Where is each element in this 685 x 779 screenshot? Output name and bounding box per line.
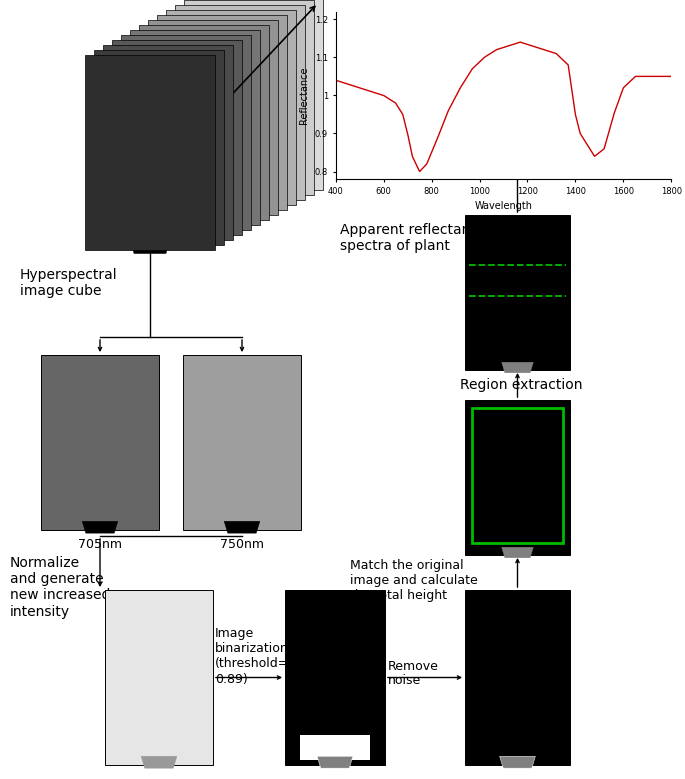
Bar <box>112 40 242 235</box>
Bar <box>183 355 301 530</box>
Bar <box>130 30 260 225</box>
Bar <box>184 0 314 195</box>
Bar <box>41 355 159 530</box>
Text: Apparent reflectance
spectra of plant: Apparent reflectance spectra of plant <box>340 223 486 253</box>
Polygon shape <box>141 756 177 768</box>
Bar <box>148 20 278 215</box>
Text: 705nm: 705nm <box>78 538 122 551</box>
Bar <box>175 5 305 200</box>
Text: 750nm: 750nm <box>220 538 264 551</box>
Bar <box>300 735 370 760</box>
Polygon shape <box>499 756 536 768</box>
Bar <box>157 15 287 210</box>
Bar <box>85 55 215 250</box>
Bar <box>465 400 570 555</box>
Polygon shape <box>224 521 260 533</box>
Text: 243 images: 243 images <box>151 90 224 126</box>
Bar <box>166 10 296 205</box>
Bar <box>465 590 570 765</box>
Text: Region extraction: Region extraction <box>460 378 582 392</box>
Bar <box>105 590 213 765</box>
X-axis label: Wavelength: Wavelength <box>475 201 532 211</box>
Text: Image
binarization
(threshold=
0.89): Image binarization (threshold= 0.89) <box>215 628 289 686</box>
Polygon shape <box>501 548 534 558</box>
Text: Hyperspectral
image cube: Hyperspectral image cube <box>20 268 118 298</box>
Polygon shape <box>501 362 534 373</box>
Bar <box>94 50 224 245</box>
Polygon shape <box>82 521 118 533</box>
Text: Normalize
and generate
new increased
intensity: Normalize and generate new increased int… <box>10 556 110 619</box>
Bar <box>472 408 563 543</box>
Bar <box>139 25 269 220</box>
Bar <box>103 45 233 240</box>
Bar <box>121 35 251 230</box>
Text: Remove
noise: Remove noise <box>388 660 439 688</box>
Bar <box>285 590 385 765</box>
Text: Match the original
image and calculate
the total height: Match the original image and calculate t… <box>350 559 477 602</box>
Bar <box>465 215 570 370</box>
Y-axis label: Reflectance: Reflectance <box>299 67 309 124</box>
Bar <box>193 0 323 190</box>
Polygon shape <box>317 756 353 768</box>
Polygon shape <box>130 240 170 253</box>
